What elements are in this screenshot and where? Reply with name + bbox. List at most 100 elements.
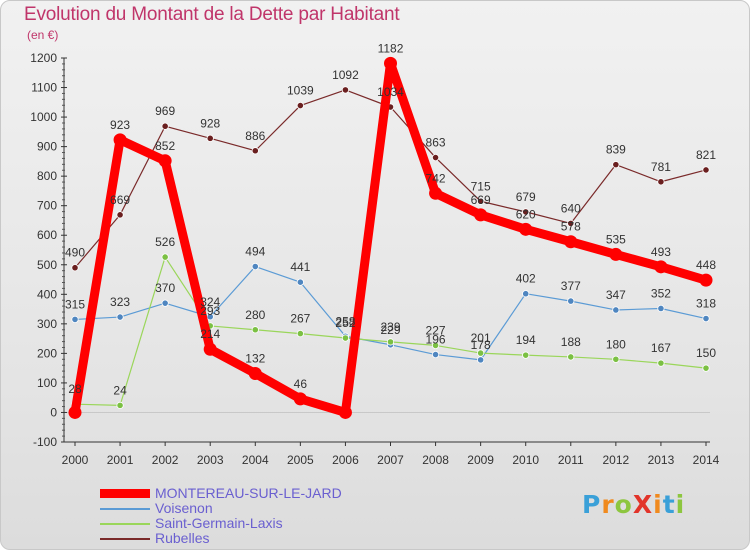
- y-tick-label: 400: [37, 287, 57, 301]
- data-point-voisenon: [431, 350, 440, 359]
- data-point-voisenon: [71, 315, 79, 324]
- data-point-rubelles: [116, 211, 124, 219]
- data-label-rubelles: 669: [110, 193, 130, 207]
- data-point-saint-germain-laxis: [116, 401, 124, 409]
- data-point-voisenon: [657, 304, 665, 313]
- x-tick-label: 2012: [603, 453, 630, 467]
- data-point-rubelles: [341, 86, 350, 94]
- data-point-rubelles: [71, 264, 79, 272]
- x-tick-label: 2008: [422, 453, 449, 467]
- y-tick-label: 900: [37, 140, 57, 154]
- data-point-voisenon: [116, 313, 124, 321]
- y-tick-label: 700: [37, 199, 57, 213]
- data-label-saint-germain-laxis: 227: [426, 323, 446, 337]
- chart-title: Evolution du Montant de la Dette par Hab…: [24, 4, 400, 25]
- x-tick-label: 2005: [287, 453, 314, 467]
- data-point-montereau-sur-le-jard: [699, 273, 713, 287]
- data-point-montereau-sur-le-jard: [519, 222, 533, 236]
- x-tick-label: 2010: [512, 453, 539, 467]
- legend-label: Rubelles: [155, 530, 210, 546]
- x-tick-label: 2004: [242, 453, 269, 467]
- chart-series: [68, 56, 713, 419]
- data-label-voisenon: 441: [290, 260, 310, 274]
- x-tick-label: 2007: [377, 453, 404, 467]
- x-tick-label: 2001: [107, 453, 134, 467]
- data-label-voisenon: 347: [606, 288, 626, 302]
- logo-letter: X: [632, 490, 654, 519]
- data-point-saint-germain-laxis: [431, 341, 440, 350]
- legend-swatch: [100, 538, 150, 540]
- data-point-voisenon: [522, 290, 530, 298]
- data-point-voisenon: [477, 356, 485, 364]
- data-label-montereau-sur-le-jard: 535: [606, 232, 626, 246]
- x-tick-label: 2009: [467, 453, 494, 467]
- logo-letter: r: [601, 490, 615, 519]
- data-point-voisenon: [567, 297, 575, 305]
- data-point-voisenon: [296, 278, 304, 286]
- x-tick-label: 2013: [648, 453, 675, 467]
- data-label-rubelles: 928: [200, 116, 220, 130]
- data-point-saint-germain-laxis: [161, 253, 169, 261]
- data-label-voisenon: 377: [561, 279, 581, 293]
- data-point-montereau-sur-le-jard: [474, 208, 488, 222]
- y-tick-label: -100: [33, 435, 57, 449]
- data-point-voisenon: [612, 306, 620, 314]
- data-label-saint-germain-laxis: 280: [245, 308, 265, 322]
- data-label-saint-germain-laxis: 252: [335, 316, 355, 330]
- x-tick-label: 2000: [62, 453, 89, 467]
- data-point-montereau-sur-le-jard: [158, 154, 172, 168]
- data-point-voisenon: [251, 262, 259, 271]
- data-label-voisenon: 323: [110, 295, 130, 309]
- data-point-rubelles: [702, 166, 710, 174]
- logo-letter: t: [662, 490, 676, 519]
- data-label-rubelles: 679: [516, 190, 536, 204]
- data-point-montereau-sur-le-jard: [338, 405, 352, 419]
- logo-letter: P: [582, 490, 602, 519]
- data-label-saint-germain-laxis: 293: [200, 304, 220, 318]
- data-label-voisenon: 324: [200, 295, 220, 309]
- data-point-rubelles: [251, 147, 259, 155]
- legend-label: Voisenon: [155, 500, 213, 516]
- data-label-voisenon: 258: [335, 314, 355, 328]
- data-label-saint-germain-laxis: 194: [516, 333, 536, 347]
- data-point-montereau-sur-le-jard: [609, 247, 623, 261]
- data-label-voisenon: 494: [245, 245, 265, 259]
- data-label-montereau-sur-le-jard: 923: [110, 118, 130, 132]
- data-point-saint-germain-laxis: [567, 353, 575, 361]
- data-label-montereau-sur-le-jard: 46: [294, 377, 308, 391]
- proxiti-logo: ProXiti: [582, 490, 685, 519]
- data-point-montereau-sur-le-jard: [68, 405, 82, 419]
- data-point-montereau-sur-le-jard: [429, 186, 443, 200]
- data-label-rubelles: 715: [471, 179, 491, 193]
- data-label-voisenon: 318: [696, 297, 716, 311]
- data-label-rubelles: 640: [561, 201, 581, 215]
- data-label-montereau-sur-le-jard: 669: [471, 193, 491, 207]
- data-label-voisenon: 196: [426, 333, 446, 347]
- data-point-rubelles: [296, 101, 304, 110]
- data-label-montereau-sur-le-jard: 578: [561, 220, 581, 234]
- data-label-saint-germain-laxis: 526: [155, 235, 175, 249]
- data-label-saint-germain-laxis: 150: [696, 346, 716, 360]
- y-tick-label: 200: [37, 346, 57, 360]
- data-label-rubelles: 969: [155, 104, 175, 118]
- data-point-montereau-sur-le-jard: [564, 235, 578, 249]
- data-label-voisenon: 229: [380, 323, 400, 337]
- data-label-voisenon: 315: [65, 297, 85, 311]
- data-label-voisenon: 352: [651, 286, 671, 300]
- data-point-rubelles: [206, 134, 214, 142]
- data-label-saint-germain-laxis: 28: [68, 382, 82, 396]
- data-label-rubelles: 1034: [377, 85, 404, 99]
- data-point-saint-germain-laxis: [522, 351, 530, 359]
- data-point-saint-germain-laxis: [341, 334, 350, 342]
- data-point-saint-germain-laxis: [702, 364, 710, 372]
- data-label-saint-germain-laxis: 201: [471, 331, 491, 345]
- data-point-voisenon: [702, 314, 710, 323]
- data-point-rubelles: [567, 219, 575, 228]
- data-label-voisenon: 178: [471, 338, 491, 352]
- data-point-montereau-sur-le-jard: [113, 133, 127, 147]
- data-point-rubelles: [612, 161, 620, 169]
- data-label-rubelles: 886: [245, 129, 265, 143]
- data-label-saint-germain-laxis: 180: [606, 337, 626, 351]
- data-label-montereau-sur-le-jard: 493: [651, 245, 671, 259]
